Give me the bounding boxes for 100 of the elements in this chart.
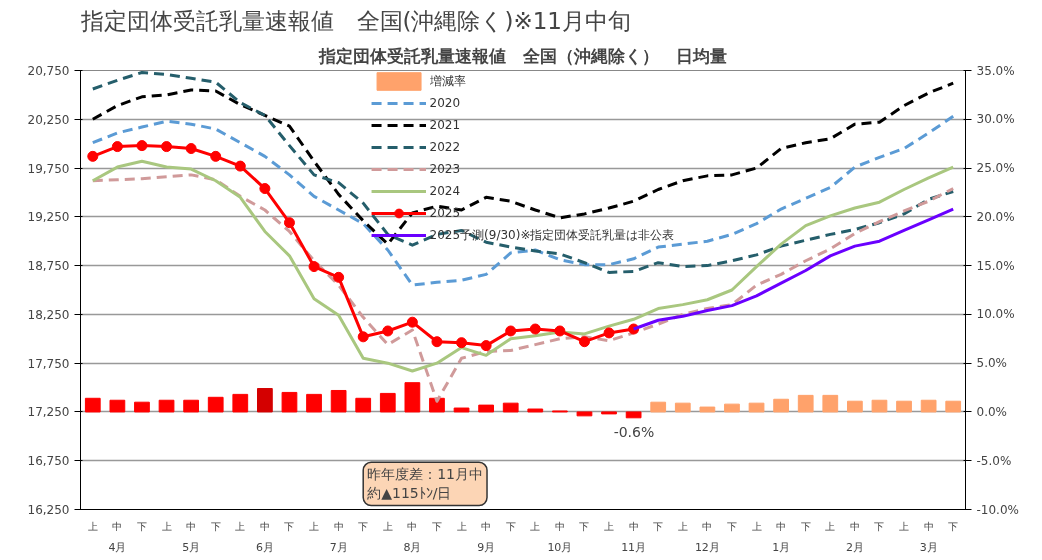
y2-tick-label: -10.0% — [976, 502, 1019, 517]
bar — [724, 403, 740, 413]
text: 4月 — [108, 540, 127, 554]
bar — [527, 408, 544, 413]
y2-tick-label: 20.0% — [976, 209, 1015, 224]
bar — [232, 393, 249, 413]
x-tick-label: 中 — [112, 520, 123, 532]
x-tick-label: 下 — [653, 520, 664, 532]
bar — [945, 400, 962, 413]
point — [259, 183, 271, 195]
x-tick-label: 下 — [948, 520, 959, 532]
bar — [257, 388, 273, 413]
x-tick-label: 下 — [358, 520, 369, 532]
point — [406, 316, 418, 328]
text: 6月 — [255, 540, 274, 554]
x-tick-label: 下 — [726, 520, 737, 532]
x-tick-label: 上 — [604, 520, 615, 532]
x-tick-label: 中 — [259, 520, 270, 532]
bar — [773, 398, 789, 413]
legend-label: 2025 — [429, 206, 461, 220]
legend-label: 増減率 — [429, 72, 466, 90]
point — [308, 261, 320, 273]
y-tick-label: 19,750 — [27, 161, 70, 176]
x-tick-label: 下 — [284, 520, 295, 532]
legend-label: 2022 — [429, 140, 461, 154]
x-tick-label: 上 — [751, 520, 762, 532]
x-tick-label: 中 — [628, 520, 639, 532]
bar — [379, 392, 396, 413]
y-tick-label: 16,750 — [27, 454, 70, 469]
bar — [183, 399, 199, 413]
bar — [650, 401, 667, 413]
chart-title: 指定団体受託乳量速報値 全国(沖縄除く)※11月中旬 — [79, 7, 631, 34]
text: 11月 — [621, 540, 647, 554]
bar — [847, 400, 863, 413]
x-tick-label: 下 — [874, 520, 885, 532]
y2-tick-label: 0.0% — [976, 404, 1007, 419]
bar — [478, 404, 494, 413]
point — [505, 325, 517, 337]
x-tick-label: 中 — [481, 520, 492, 532]
bar — [404, 382, 421, 413]
point — [431, 336, 443, 348]
legend-label: 2020 — [429, 96, 461, 110]
x-tick-label: 上 — [899, 520, 910, 532]
y2-tick-label: 30.0% — [976, 112, 1015, 127]
line-series — [91, 70, 955, 274]
line-series — [91, 173, 955, 403]
bar — [797, 394, 814, 413]
bar — [306, 393, 322, 413]
point — [529, 323, 541, 335]
x-tick-label: 下 — [579, 520, 590, 532]
y-tick-label: 20,750 — [27, 64, 70, 78]
y-tick-label: 19,250 — [27, 210, 70, 225]
bar — [109, 399, 126, 413]
x-tick-label: 下 — [431, 520, 442, 532]
bar — [134, 401, 150, 413]
x-tick-label: 上 — [382, 520, 393, 532]
point — [357, 331, 369, 343]
point — [87, 150, 99, 162]
x-tick-label: 中 — [186, 520, 197, 532]
point — [554, 325, 566, 337]
point — [111, 141, 123, 153]
point — [210, 150, 222, 162]
x-tick-label: 中 — [407, 520, 418, 532]
bar — [330, 389, 347, 413]
point — [283, 217, 295, 229]
point — [333, 271, 345, 283]
bar — [699, 406, 716, 413]
y-tick-label: 20,250 — [27, 112, 70, 127]
text: 2月 — [845, 540, 864, 554]
annotation: 昨年度差：11月中約▲115ﾄﾝ/日 — [367, 466, 484, 502]
point — [480, 340, 492, 352]
text: 10月 — [547, 540, 573, 554]
legend-label: 2023 — [429, 162, 461, 176]
annotation: -0.6% — [613, 423, 655, 440]
bar — [871, 399, 888, 413]
text: 7月 — [329, 540, 348, 554]
text: 3月 — [919, 540, 938, 554]
bar — [896, 400, 912, 413]
y-tick-label: 18,750 — [27, 259, 70, 274]
text: 9月 — [477, 540, 496, 554]
bar — [822, 394, 839, 413]
x-tick-label: 上 — [309, 520, 320, 532]
legend-label: 2021 — [429, 118, 461, 132]
point — [382, 325, 394, 337]
y2-tick-label: -5.0% — [976, 453, 1012, 468]
x-tick-label: 上 — [235, 520, 246, 532]
legend-label: 2024 — [429, 184, 461, 198]
x-tick-label: 上 — [677, 520, 688, 532]
bar — [748, 402, 765, 413]
y-tick-label: 18,250 — [27, 307, 70, 322]
bar — [920, 399, 937, 413]
point — [161, 141, 173, 153]
x-tick-label: 中 — [333, 520, 344, 532]
y2-tick-label: 15.0% — [976, 258, 1015, 273]
bar — [281, 391, 298, 413]
bar — [625, 411, 642, 419]
point — [185, 143, 197, 155]
x-tick-label: 下 — [800, 520, 811, 532]
bar — [355, 397, 372, 413]
x-tick-label: 上 — [825, 520, 836, 532]
